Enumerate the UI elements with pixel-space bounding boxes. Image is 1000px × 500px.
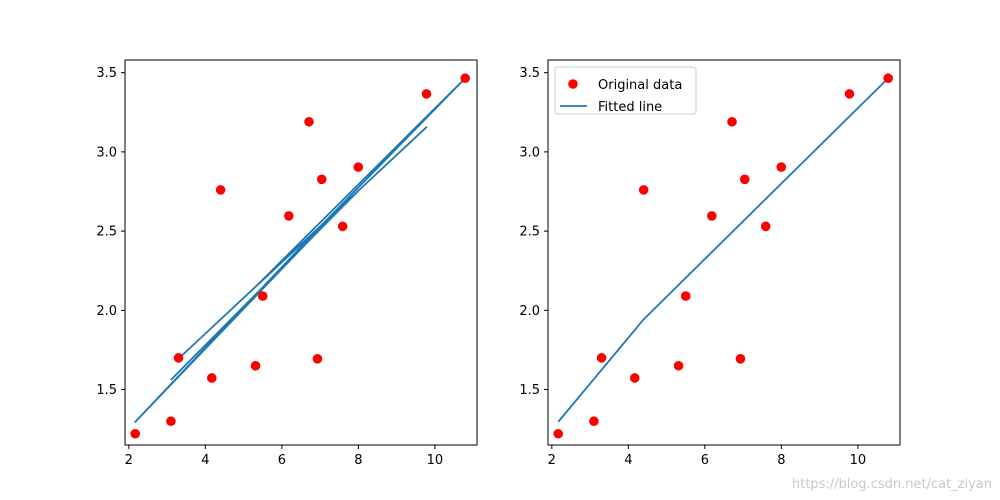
y-tick-label: 2.0 [96,304,117,319]
x-tick-label: 8 [354,453,362,468]
x-tick-label: 8 [777,453,785,468]
x-tick-label: 2 [548,453,556,468]
data-point [553,428,564,439]
x-tick-label: 6 [278,453,286,468]
data-point [680,291,691,301]
data-point [304,116,314,127]
y-tick-label: 1.5 [519,383,540,398]
data-point [460,73,470,84]
data-point [673,360,684,371]
data-point [215,185,226,195]
data-point [638,185,649,195]
axes-frame [547,59,901,446]
x-tick-label: 10 [427,453,444,468]
data-point [130,428,141,439]
y-tick-label: 3.5 [519,66,540,81]
data-point [776,162,787,172]
axes-frame [124,59,478,446]
legend-label: Original data [598,78,682,93]
data-point [844,89,855,99]
legend-label: Fitted line [598,100,662,115]
data-point [284,211,294,221]
data-point [735,354,746,364]
data-point [337,221,348,232]
y-tick-label: 2.0 [519,304,540,319]
x-tick-label: 6 [701,453,709,468]
data-point [727,116,737,127]
data-point [173,353,184,363]
data-point [883,73,893,84]
data-point [739,174,750,185]
x-tick-label: 2 [125,453,133,468]
data-point [707,211,717,221]
data-point [589,416,599,427]
data-point [353,162,364,172]
legend-box [554,66,697,115]
data-point [257,291,268,301]
y-tick-label: 1.5 [96,383,117,398]
y-tick-label: 3.0 [519,145,540,160]
data-point [312,354,323,364]
data-point [206,373,217,383]
y-tick-label: 3.5 [96,66,117,81]
data-point [250,360,261,371]
y-tick-label: 2.5 [96,225,117,240]
data-point [166,416,176,427]
data-point [596,353,607,363]
y-tick-label: 2.5 [519,225,540,240]
data-point [316,174,327,185]
left-subplot: 2 4 6 8 10 1.5 2.0 2.5 3.0 3.5 [96,59,478,468]
fitted-line [134,77,467,423]
legend-marker [568,79,578,89]
x-tick-label: 4 [624,453,632,468]
y-tick-label: 3.0 [96,145,117,160]
x-tick-label: 4 [201,453,209,468]
right-subplot: 2 4 6 8 10 1.5 2.0 2.5 3.0 3.5 Original data Fitted… [519,59,901,468]
data-point [760,221,771,232]
data-point [629,373,640,383]
fitted-line [557,77,889,423]
data-point [421,89,432,99]
x-tick-label: 10 [850,453,867,468]
watermark-text: https://blog.csdn.net/cat_ziyan [791,477,992,492]
